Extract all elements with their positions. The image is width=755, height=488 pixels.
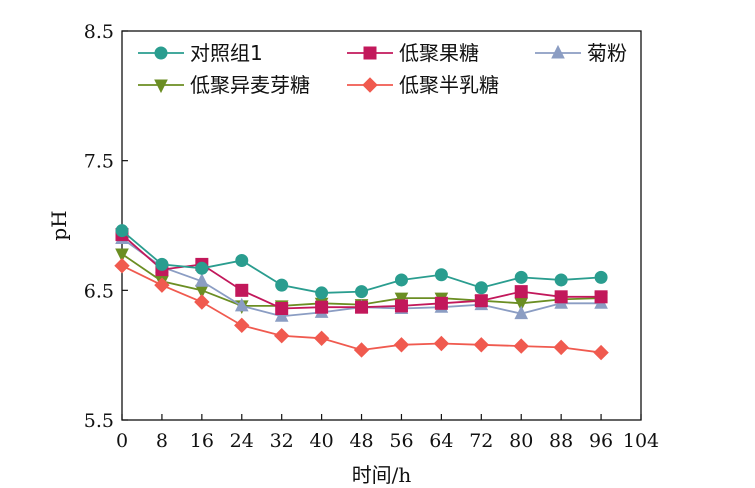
legend-label: 低聚果糖 bbox=[399, 41, 479, 65]
data-point bbox=[594, 270, 608, 284]
x-tick-label: 56 bbox=[389, 430, 413, 452]
data-point bbox=[154, 277, 170, 293]
data-point bbox=[194, 294, 210, 310]
y-tick-label: 6.5 bbox=[84, 280, 114, 302]
data-point bbox=[394, 292, 409, 307]
data-point bbox=[473, 337, 490, 353]
data-point bbox=[353, 342, 370, 358]
axis-ticks: 0 8 16 24 32 40 48 56 64 72 80 88 96 104 5.5 6.5 7.5 8.5 bbox=[84, 21, 659, 452]
y-axis-title: pH bbox=[47, 210, 71, 240]
x-tick-label: 88 bbox=[549, 430, 573, 452]
x-tick-label: 96 bbox=[589, 430, 613, 452]
x-tick-label: 72 bbox=[469, 430, 493, 452]
x-tick-label: 8 bbox=[156, 430, 168, 452]
series-layer bbox=[114, 224, 609, 361]
data-point bbox=[313, 330, 330, 347]
legend-marker bbox=[154, 79, 168, 94]
data-point bbox=[514, 270, 528, 284]
y-tick-label: 7.5 bbox=[84, 151, 114, 173]
data-point bbox=[474, 281, 488, 295]
data-point bbox=[553, 339, 569, 356]
data-point bbox=[355, 300, 369, 314]
data-point bbox=[434, 268, 448, 282]
data-point bbox=[315, 300, 329, 314]
data-point bbox=[235, 283, 249, 297]
data-point bbox=[234, 317, 250, 334]
legend-marker bbox=[362, 77, 378, 93]
legend-item: 低聚异麦芽糖 bbox=[138, 73, 310, 97]
data-point bbox=[114, 257, 130, 274]
legend-label: 低聚异麦芽糖 bbox=[190, 73, 310, 97]
x-tick-label: 80 bbox=[509, 430, 533, 452]
x-tick-label: 16 bbox=[190, 430, 214, 452]
data-point bbox=[393, 337, 410, 353]
data-point bbox=[394, 273, 408, 287]
x-tick-label: 48 bbox=[349, 430, 373, 452]
data-point bbox=[195, 261, 209, 275]
x-tick-label: 0 bbox=[116, 430, 128, 452]
data-point bbox=[315, 286, 329, 300]
data-point bbox=[234, 297, 249, 312]
x-tick-label: 40 bbox=[310, 430, 334, 452]
x-axis-title: 时间/h bbox=[352, 463, 412, 487]
data-point bbox=[594, 290, 608, 304]
data-point bbox=[593, 344, 609, 361]
data-point bbox=[115, 248, 129, 263]
data-point bbox=[554, 273, 568, 287]
data-point bbox=[554, 290, 568, 304]
data-point bbox=[433, 335, 450, 352]
legend-label: 低聚半乳糖 bbox=[399, 73, 499, 97]
x-tick-label: 64 bbox=[429, 430, 453, 452]
data-point bbox=[514, 297, 529, 312]
data-point bbox=[155, 257, 169, 271]
x-tick-label: 104 bbox=[623, 430, 659, 452]
y-tick-label: 5.5 bbox=[84, 410, 114, 432]
data-point bbox=[514, 285, 528, 299]
legend-label: 菊粉 bbox=[587, 41, 627, 65]
data-point bbox=[513, 338, 529, 354]
legend-item: 低聚半乳糖 bbox=[347, 73, 499, 97]
data-point bbox=[355, 285, 369, 299]
legend-item: 对照组1 bbox=[138, 41, 263, 65]
legend-label: 对照组1 bbox=[190, 41, 263, 65]
x-tick-label: 32 bbox=[270, 430, 294, 452]
data-point bbox=[115, 224, 129, 238]
legend-item: 低聚果糖 bbox=[347, 41, 479, 65]
series-1 bbox=[115, 224, 608, 300]
series-5 bbox=[114, 257, 609, 361]
series-line bbox=[121, 229, 602, 294]
data-point bbox=[514, 305, 529, 320]
data-point bbox=[275, 301, 289, 315]
data-point bbox=[274, 308, 289, 322]
x-tick-label: 24 bbox=[230, 430, 254, 452]
data-point bbox=[235, 254, 249, 268]
data-point bbox=[394, 299, 408, 313]
data-point bbox=[275, 278, 289, 292]
legend-marker bbox=[551, 44, 565, 59]
data-point bbox=[474, 294, 488, 308]
data-point bbox=[195, 273, 209, 287]
y-tick-label: 8.5 bbox=[84, 21, 114, 43]
legend-marker bbox=[363, 46, 377, 60]
legend-marker bbox=[154, 46, 168, 60]
data-point bbox=[273, 328, 290, 344]
data-point bbox=[434, 296, 448, 310]
legend-item: 菊粉 bbox=[535, 41, 627, 65]
